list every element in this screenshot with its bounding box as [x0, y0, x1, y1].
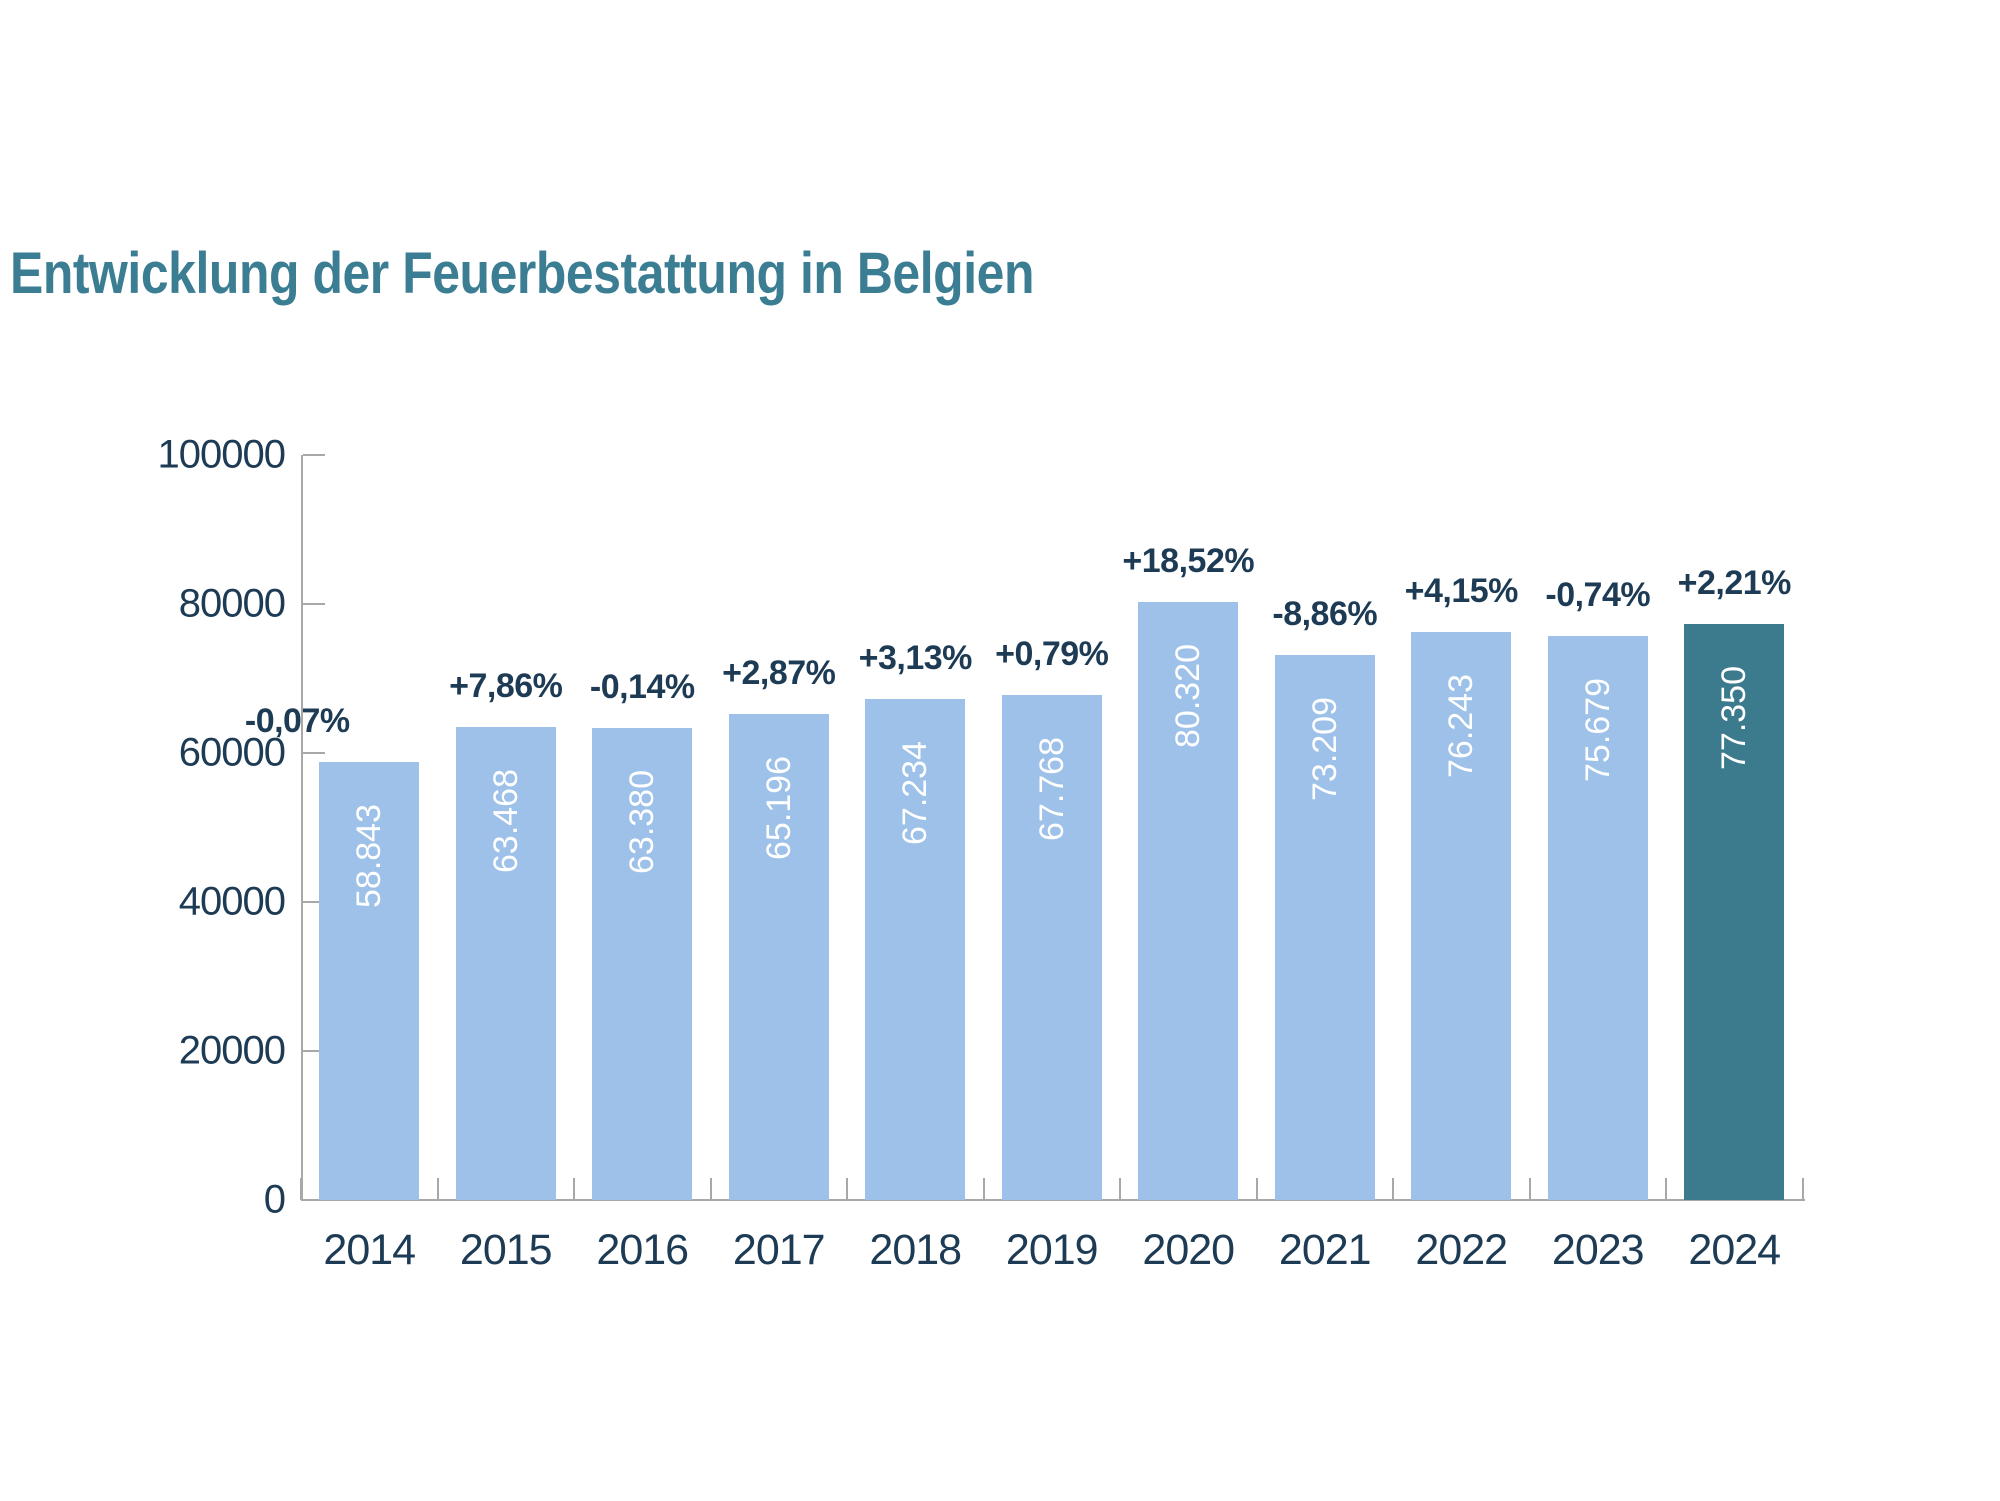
- x-axis-label-2021: 2021: [1278, 1226, 1372, 1274]
- x-axis-line: [301, 1199, 1805, 1201]
- bar-2021: 73.209: [1274, 655, 1375, 1200]
- bar-value-label-2018: 67.234: [896, 741, 935, 845]
- x-axis-tick: [1665, 1178, 1667, 1200]
- x-axis-label-2017: 2017: [732, 1226, 826, 1274]
- pct-change-label-2023: -0,74%: [1545, 576, 1651, 614]
- bar-2022: 76.243: [1411, 632, 1512, 1200]
- pct-change-label-2024: +2,21%: [1677, 564, 1792, 602]
- bar-2019: 67.768: [1001, 695, 1102, 1200]
- bar-2016: 63.380: [592, 728, 693, 1200]
- bar-value-label-2020: 80.320: [1169, 644, 1208, 748]
- x-axis-label-2023: 2023: [1551, 1226, 1645, 1274]
- x-axis-label-2018: 2018: [869, 1226, 962, 1274]
- pct-change-label-2018: +3,13%: [858, 639, 973, 677]
- bar-value-label-2014: 58.843: [350, 804, 389, 908]
- bar-value-label-2024: 77.350: [1715, 666, 1754, 770]
- x-axis-tick: [300, 1178, 302, 1200]
- x-axis-tick: [436, 1178, 439, 1200]
- y-axis-tick: [303, 901, 325, 903]
- pct-change-label-2015: +7,86%: [449, 667, 563, 705]
- pct-change-label-2017: +2,87%: [722, 654, 836, 692]
- x-axis-tick: [1119, 1178, 1121, 1200]
- x-axis-label-2019: 2019: [1005, 1226, 1099, 1274]
- x-axis-tick: [846, 1178, 848, 1200]
- bar-2014: 58.843: [319, 762, 420, 1200]
- y-axis-tick: [303, 1050, 325, 1052]
- bar-2017: 65.196: [728, 714, 829, 1200]
- y-axis-tick-label: 100000: [157, 432, 286, 477]
- y-axis-tick-label: 40000: [178, 879, 286, 924]
- pct-change-label-2019: +0,79%: [995, 635, 1109, 673]
- y-axis-tick: [303, 603, 325, 605]
- x-axis-tick: [709, 1178, 712, 1200]
- bar-2015: 63.468: [455, 727, 556, 1200]
- x-axis-tick: [1255, 1178, 1258, 1200]
- y-axis-tick-label: 80000: [178, 581, 286, 626]
- bar-value-label-2019: 67.768: [1032, 737, 1071, 841]
- bar-value-label-2023: 75.679: [1578, 678, 1617, 782]
- x-axis-label-2020: 2020: [1142, 1226, 1235, 1274]
- y-axis-tick: [303, 752, 325, 754]
- pct-change-label-2016: -0,14%: [589, 668, 695, 706]
- x-axis-label-2022: 2022: [1415, 1226, 1508, 1274]
- y-axis-tick-label: 60000: [178, 730, 286, 775]
- x-axis-label-2024: 2024: [1688, 1226, 1781, 1274]
- x-axis-tick: [1528, 1178, 1531, 1200]
- bar-value-label-2015: 63.468: [486, 769, 525, 873]
- bar-2024: 77.350: [1684, 624, 1785, 1200]
- y-axis-tick: [303, 454, 325, 456]
- x-axis-label-2014: 2014: [323, 1226, 416, 1274]
- bar-2018: 67.234: [865, 699, 966, 1200]
- y-axis-tick-label: 0: [263, 1177, 286, 1222]
- x-axis-label-2016: 2016: [596, 1226, 689, 1274]
- x-axis-tick: [573, 1178, 575, 1200]
- pct-change-label-2014: -0,07%: [244, 702, 350, 740]
- bar-value-label-2016: 63.380: [623, 770, 662, 874]
- pct-change-label-2020: +18,52%: [1122, 542, 1255, 580]
- bar-value-label-2021: 73.209: [1305, 697, 1344, 801]
- y-axis-line: [301, 455, 303, 1200]
- chart-title: Entwicklung der Feuerbestattung in Belgi…: [10, 241, 1034, 306]
- y-axis-tick-label: 20000: [178, 1028, 286, 1073]
- x-axis-tick: [1392, 1178, 1394, 1200]
- x-axis-tick: [982, 1178, 985, 1200]
- bar-2023: 75.679: [1547, 636, 1648, 1200]
- x-axis-tick: [1801, 1178, 1804, 1200]
- bar-value-label-2017: 65.196: [759, 756, 798, 860]
- bar-2020: 80.320: [1138, 602, 1239, 1200]
- bar-value-label-2022: 76.243: [1442, 674, 1481, 778]
- x-axis-label-2015: 2015: [459, 1226, 553, 1274]
- pct-change-label-2022: +4,15%: [1404, 572, 1519, 610]
- pct-change-label-2021: -8,86%: [1272, 595, 1378, 633]
